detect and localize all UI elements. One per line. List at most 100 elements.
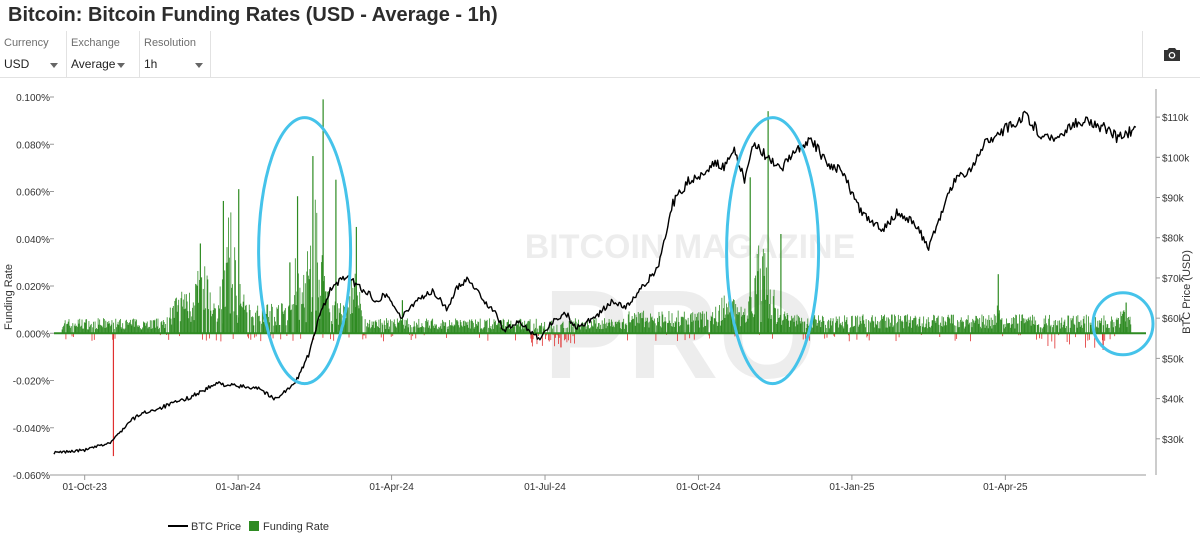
funding-bar xyxy=(1023,323,1025,334)
funding-bar xyxy=(310,245,312,334)
funding-bar xyxy=(208,333,210,339)
funding-bar xyxy=(101,325,103,334)
funding-bar xyxy=(765,267,767,334)
funding-bar xyxy=(835,316,837,334)
funding-bar xyxy=(986,325,987,334)
funding-bar xyxy=(63,323,65,334)
exchange-value[interactable]: Average xyxy=(71,57,116,71)
funding-bar xyxy=(532,333,534,340)
funding-bar xyxy=(482,328,484,334)
funding-bar xyxy=(393,322,394,334)
funding-bar xyxy=(760,321,762,334)
currency-value[interactable]: USD xyxy=(4,57,30,71)
funding-bar xyxy=(864,327,866,334)
funding-bar xyxy=(1016,323,1018,334)
funding-bar xyxy=(1100,320,1102,334)
funding-bar xyxy=(331,324,333,334)
funding-bar xyxy=(126,321,128,334)
funding-bar xyxy=(562,321,564,334)
funding-bar xyxy=(477,321,479,334)
exchange-select[interactable]: Exchange Average xyxy=(67,31,140,77)
funding-bar xyxy=(897,314,899,334)
funding-bar xyxy=(663,321,665,334)
funding-bar xyxy=(980,328,982,334)
funding-bar xyxy=(527,321,529,334)
funding-bar xyxy=(250,333,252,340)
resolution-value[interactable]: 1h xyxy=(144,57,158,71)
funding-bar xyxy=(567,327,569,334)
funding-bar xyxy=(489,328,491,334)
funding-bar xyxy=(184,294,186,334)
funding-bar xyxy=(692,312,694,334)
funding-bar xyxy=(463,320,465,334)
funding-bar xyxy=(353,285,355,334)
chevron-down-icon[interactable] xyxy=(117,63,125,68)
funding-bar xyxy=(910,316,912,334)
funding-bar xyxy=(399,320,401,334)
funding-bar xyxy=(1070,318,1072,334)
funding-bar xyxy=(1114,333,1116,337)
funding-bar xyxy=(902,321,904,334)
funding-bar xyxy=(297,273,299,334)
funding-bar xyxy=(230,212,232,334)
funding-bar xyxy=(189,311,191,334)
chevron-down-icon[interactable] xyxy=(195,63,203,68)
funding-bar xyxy=(634,325,636,334)
funding-bar xyxy=(705,325,707,334)
legend[interactable]: BTC Price Funding Rate xyxy=(168,521,329,533)
funding-bar xyxy=(473,328,475,334)
currency-select[interactable]: Currency USD xyxy=(0,31,67,77)
funding-bar xyxy=(168,333,170,340)
funding-bar xyxy=(103,319,105,334)
legend-funding-rate: Funding Rate xyxy=(263,521,329,533)
funding-rate-chart: BITCOIN MAGAZINE PRO 0.100%0.080%0.060%0… xyxy=(3,89,1193,533)
funding-bar xyxy=(889,326,891,334)
funding-bar-peak xyxy=(997,274,999,334)
funding-bar xyxy=(172,305,174,334)
funding-bar xyxy=(960,319,961,334)
funding-bar xyxy=(924,327,925,334)
funding-bar xyxy=(930,327,931,334)
funding-bar xyxy=(928,321,930,334)
funding-bar xyxy=(989,320,991,334)
funding-bar xyxy=(62,327,64,334)
funding-bar xyxy=(1016,315,1017,334)
funding-bar xyxy=(645,317,647,334)
resolution-select[interactable]: Resolution 1h xyxy=(140,31,211,77)
funding-bar xyxy=(508,329,510,334)
funding-bar xyxy=(729,312,730,334)
funding-bar xyxy=(561,323,563,334)
funding-bar xyxy=(338,308,340,334)
funding-bar xyxy=(1012,323,1014,334)
funding-bar xyxy=(1062,327,1063,334)
x-axis-ticks: 01-Oct-23 01-Jan-24 01-Apr-24 01-Jul-24 01-O… xyxy=(62,475,1028,493)
funding-bar xyxy=(673,326,675,334)
funding-bar xyxy=(790,320,792,334)
funding-bar xyxy=(165,324,167,334)
funding-bar xyxy=(646,320,648,334)
funding-bar xyxy=(1085,314,1087,334)
funding-bar xyxy=(211,316,213,334)
funding-bar xyxy=(420,327,422,334)
funding-bar xyxy=(173,317,175,334)
funding-bar xyxy=(174,300,176,334)
funding-bar xyxy=(71,333,73,337)
funding-bar xyxy=(191,316,193,334)
funding-bar xyxy=(535,318,537,334)
funding-bar xyxy=(182,299,184,334)
funding-bar xyxy=(543,328,545,334)
funding-bar xyxy=(281,303,282,334)
funding-bar xyxy=(502,318,504,334)
snapshot-button[interactable] xyxy=(1142,31,1200,77)
chevron-down-icon[interactable] xyxy=(50,63,58,68)
funding-bar xyxy=(166,317,168,334)
funding-bar xyxy=(523,329,525,334)
funding-bar xyxy=(689,333,691,339)
funding-bar xyxy=(1015,314,1017,334)
funding-bar xyxy=(990,317,992,334)
funding-bar xyxy=(1049,314,1050,334)
funding-bar xyxy=(143,322,145,334)
funding-bar xyxy=(1097,320,1099,334)
camera-icon[interactable] xyxy=(1164,48,1180,61)
funding-bar xyxy=(815,319,816,334)
